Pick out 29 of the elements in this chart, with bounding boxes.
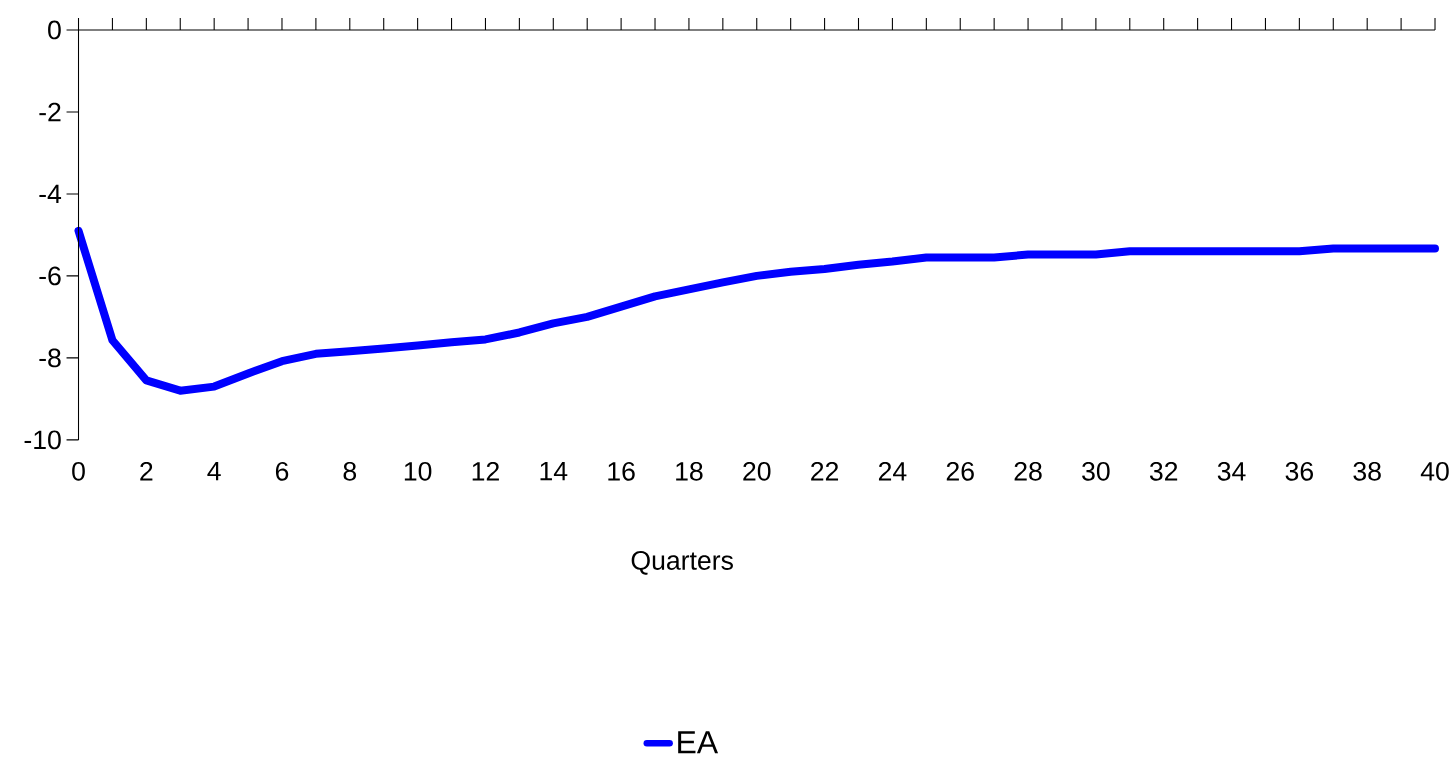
x-tick-label: 20 (743, 461, 771, 481)
x-tick-label: 18 (676, 461, 703, 481)
x-tick-label: 12 (472, 461, 499, 481)
x-tick-label: 8 (343, 461, 357, 481)
x-tick-label: 4 (207, 461, 221, 481)
x-axis-title: Quarters (631, 551, 733, 575)
x-tick-label: 14 (540, 461, 568, 481)
x-tick-label: 34 (1217, 461, 1246, 481)
x-tick-label: 6 (275, 461, 289, 481)
x-tick-label: 0 (72, 461, 85, 481)
x-tick-label: 10 (404, 461, 432, 481)
x-tick-label: 30 (1082, 461, 1110, 481)
y-tick-label: -2 (39, 102, 61, 122)
x-tick-label: 32 (1149, 461, 1178, 481)
y-tick-label: -8 (39, 348, 61, 368)
x-tick-label: 38 (1353, 461, 1381, 481)
x-tick-label: 36 (1285, 461, 1313, 481)
legend-label: EA (678, 731, 719, 754)
x-tick-label: 26 (946, 461, 974, 481)
x-tick-label: 40 (1420, 461, 1449, 481)
x-tick-label: 28 (1014, 461, 1042, 481)
x-tick-label: 24 (878, 461, 907, 481)
y-tick-label: -4 (39, 184, 62, 204)
y-tick-label: -6 (39, 266, 61, 286)
y-tick-label: 0 (48, 20, 61, 40)
x-tick-label: 2 (140, 461, 153, 481)
x-tick-label: 22 (811, 461, 839, 481)
x-tick-label: 16 (608, 461, 635, 481)
y-tick-label: -10 (24, 430, 61, 450)
